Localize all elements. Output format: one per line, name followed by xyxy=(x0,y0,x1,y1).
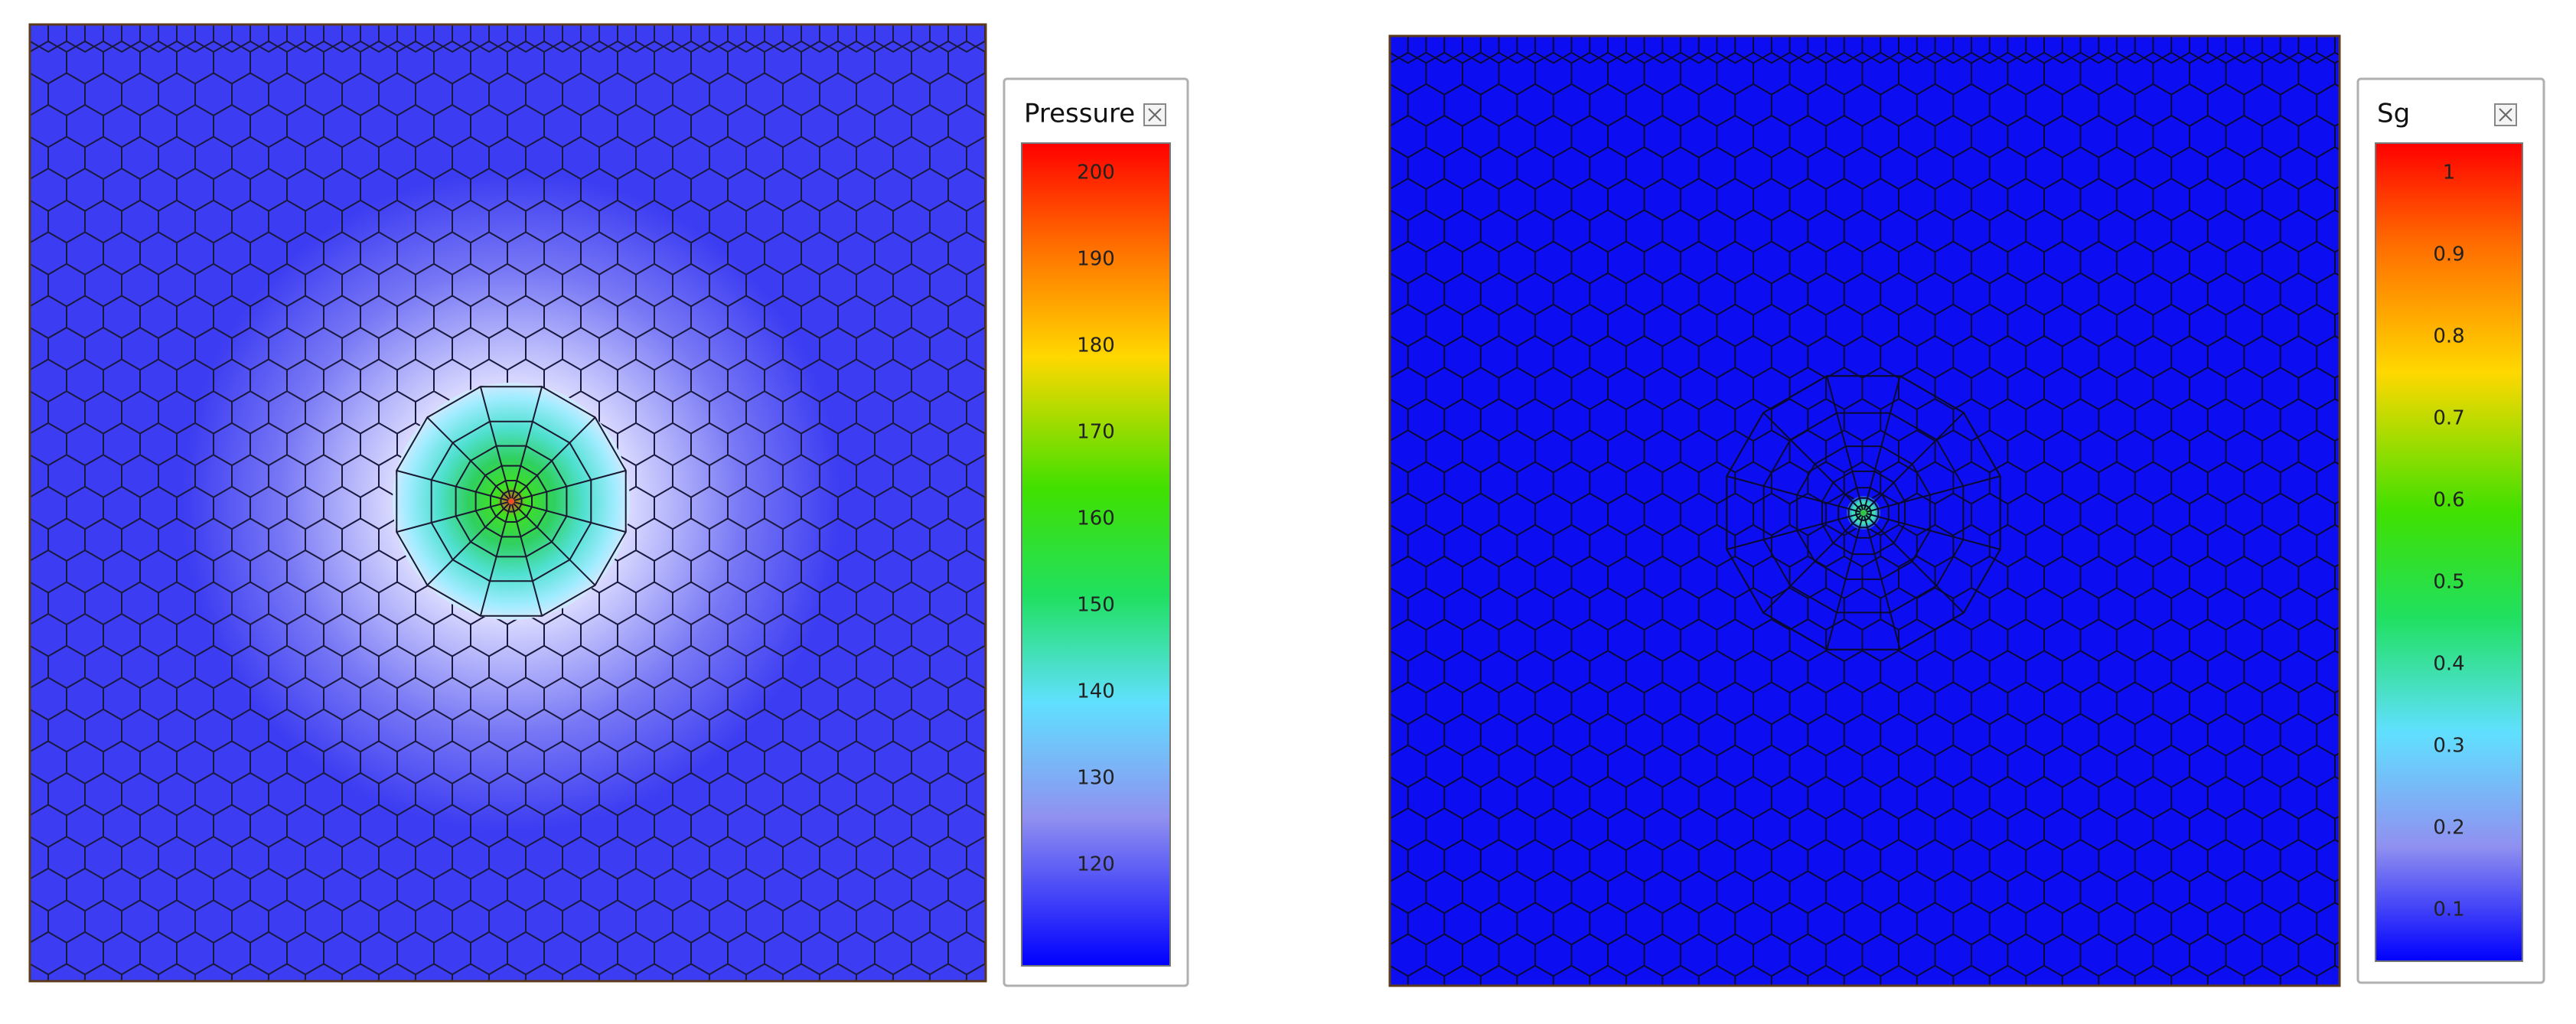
spoke xyxy=(396,469,509,501)
tick-label: 140 xyxy=(1077,680,1115,703)
spoke xyxy=(513,416,596,500)
pressure-legend: Pressure 200 190 180 170 160 150 140 130 120 xyxy=(1003,77,1189,987)
spoke xyxy=(1866,513,2000,550)
spoke xyxy=(511,386,543,499)
tick-label: 0.1 xyxy=(2433,898,2464,921)
tick-label: 170 xyxy=(1077,421,1115,444)
spoke xyxy=(396,501,509,533)
saturation-legend: Sg 1 0.9 0.8 0.7 0.6 0.5 0.4 0.3 0.2 0.1 xyxy=(2356,77,2545,984)
tick-label: 0.4 xyxy=(2433,653,2464,676)
tick-labels: 200 190 180 170 160 150 140 130 120 xyxy=(1077,161,1115,876)
tick-label: 0.5 xyxy=(2433,571,2464,594)
tick-label: 180 xyxy=(1077,334,1115,357)
hex-grid xyxy=(1390,36,2340,986)
saturation-view xyxy=(1388,34,2341,987)
spoke xyxy=(1762,514,1862,614)
spoke xyxy=(513,503,596,586)
tick-label: 130 xyxy=(1077,767,1115,790)
spoke xyxy=(1865,514,1965,614)
spoke xyxy=(1826,376,1864,510)
legend-title: Pressure xyxy=(1024,99,1135,129)
legend-title: Sg xyxy=(2377,99,2410,129)
spoke xyxy=(426,503,510,586)
pressure-view xyxy=(28,23,987,983)
mesh-border xyxy=(1388,34,2341,987)
tick-label: 150 xyxy=(1077,594,1115,617)
mesh-border xyxy=(28,23,987,983)
tick-label: 190 xyxy=(1077,248,1115,271)
close-button[interactable] xyxy=(1143,103,1166,126)
close-button[interactable] xyxy=(2494,103,2517,126)
spoke xyxy=(1866,475,2000,513)
tick-labels: 1 0.9 0.8 0.7 0.6 0.5 0.4 0.3 0.2 0.1 xyxy=(2433,161,2464,921)
tick-label: 0.6 xyxy=(2433,489,2464,512)
tick-label: 0.8 xyxy=(2433,325,2464,348)
spoke xyxy=(1864,515,1901,650)
radial-refinement xyxy=(1726,375,2001,651)
color-bar xyxy=(2375,142,2523,962)
spoke xyxy=(514,501,626,533)
tick-label: 0.7 xyxy=(2433,407,2464,430)
hex-grid xyxy=(30,24,986,981)
spoke xyxy=(1727,475,1861,513)
tick-label: 0.2 xyxy=(2433,817,2464,840)
tick-label: 200 xyxy=(1077,161,1115,184)
tick-label: 0.9 xyxy=(2433,243,2464,266)
spoke xyxy=(511,504,543,616)
spoke xyxy=(1864,376,1901,510)
spoke xyxy=(1865,412,1965,511)
spoke xyxy=(479,504,511,616)
spoke xyxy=(479,386,511,499)
spoke xyxy=(1826,515,1864,650)
radial-refinement xyxy=(393,383,630,620)
tick-label: 1 xyxy=(2443,161,2456,184)
tick-label: 0.3 xyxy=(2433,735,2464,758)
spoke xyxy=(1727,513,1861,550)
tick-label: 120 xyxy=(1077,853,1115,876)
spoke xyxy=(1762,412,1862,511)
spoke xyxy=(426,416,510,500)
spoke xyxy=(514,469,626,501)
tick-label: 160 xyxy=(1077,507,1115,530)
color-bar xyxy=(1021,142,1171,967)
